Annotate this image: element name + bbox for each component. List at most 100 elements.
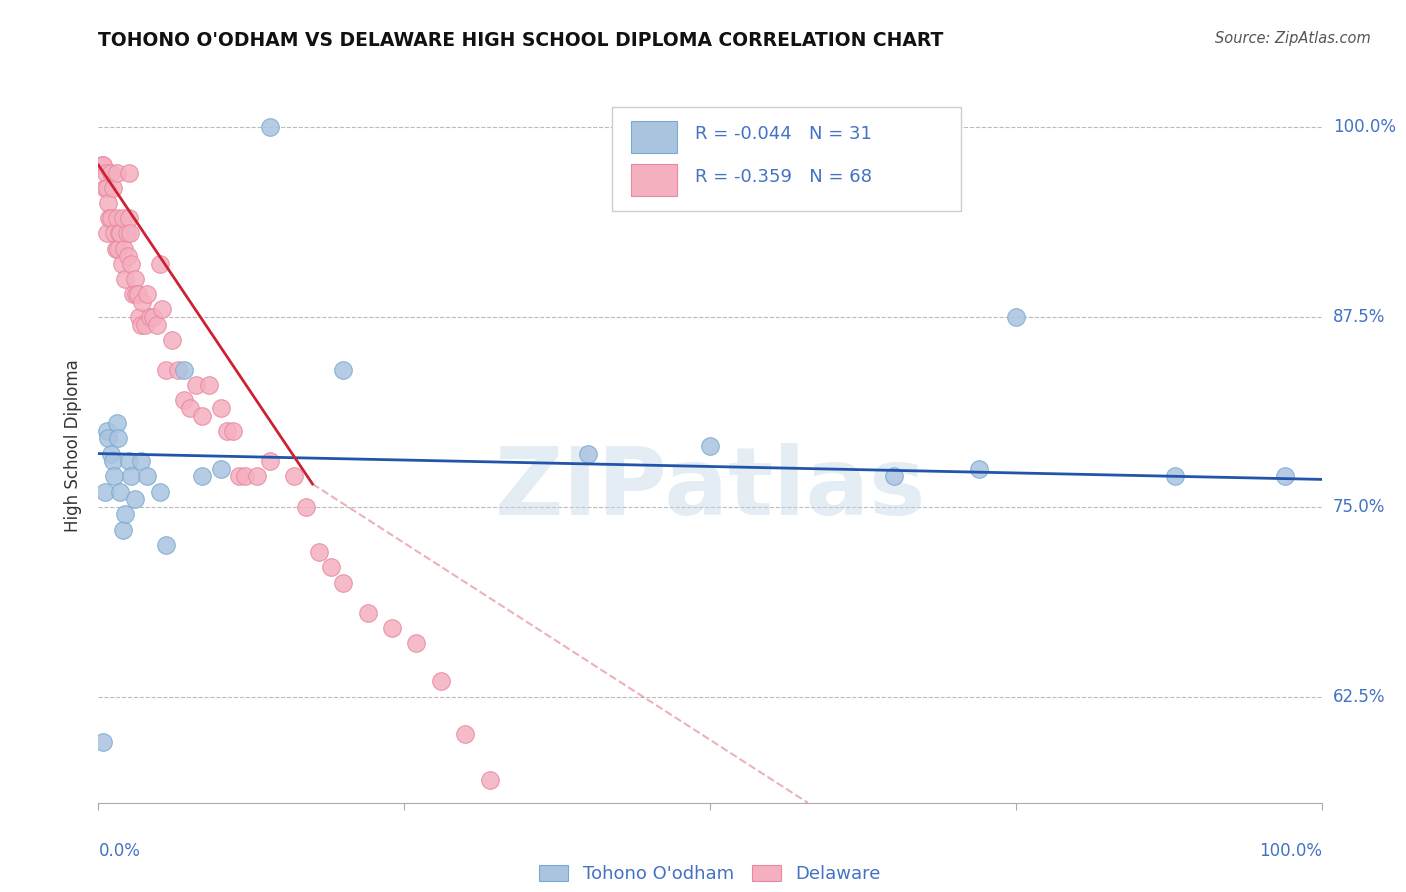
Point — [120, 227, 142, 241]
Point — [209, 462, 232, 476]
Point — [149, 257, 172, 271]
Point — [124, 272, 146, 286]
FancyBboxPatch shape — [630, 121, 678, 153]
Point — [136, 469, 159, 483]
Point — [111, 523, 134, 537]
Point — [115, 227, 138, 241]
Point — [104, 242, 127, 256]
Point — [699, 439, 721, 453]
Text: R = -0.359   N = 68: R = -0.359 N = 68 — [696, 168, 872, 186]
Point — [233, 469, 256, 483]
Point — [114, 508, 136, 522]
Text: 100.0%: 100.0% — [1333, 118, 1396, 136]
Point — [96, 227, 118, 241]
Point — [259, 454, 281, 468]
Point — [96, 181, 118, 195]
Point — [114, 272, 136, 286]
Point — [134, 318, 156, 332]
Point — [105, 166, 128, 180]
Text: R = -0.044   N = 31: R = -0.044 N = 31 — [696, 125, 872, 143]
Point — [146, 318, 169, 332]
Point — [228, 469, 250, 483]
Legend: Tohono O'odham, Delaware: Tohono O'odham, Delaware — [533, 857, 887, 890]
Point — [103, 227, 125, 241]
Y-axis label: High School Diploma: High School Diploma — [65, 359, 83, 533]
Point — [1274, 469, 1296, 483]
Point — [111, 257, 134, 271]
Text: 87.5%: 87.5% — [1333, 308, 1385, 326]
Point — [215, 424, 238, 438]
Text: 62.5%: 62.5% — [1333, 688, 1385, 706]
Point — [118, 454, 141, 468]
Point — [295, 500, 318, 514]
Point — [478, 772, 501, 787]
Point — [100, 211, 122, 226]
Point — [430, 674, 453, 689]
Point — [381, 621, 404, 635]
Point — [100, 447, 122, 461]
Point — [332, 575, 354, 590]
Point — [246, 469, 269, 483]
Point — [186, 378, 208, 392]
Point — [155, 363, 177, 377]
Point — [160, 333, 183, 347]
Point — [98, 211, 121, 226]
Point — [110, 227, 132, 241]
Text: Source: ZipAtlas.com: Source: ZipAtlas.com — [1215, 31, 1371, 46]
Point — [107, 242, 129, 256]
Point — [173, 363, 195, 377]
Point — [332, 363, 354, 377]
Point — [105, 416, 128, 430]
Point — [150, 302, 173, 317]
Point — [108, 227, 131, 241]
Point — [97, 431, 120, 445]
Point — [173, 393, 195, 408]
Point — [97, 196, 120, 211]
Point — [93, 181, 115, 195]
Point — [94, 166, 117, 180]
Point — [129, 454, 152, 468]
Point — [883, 469, 905, 483]
Point — [356, 606, 378, 620]
Point — [142, 310, 165, 324]
Text: 100.0%: 100.0% — [1258, 842, 1322, 860]
Point — [191, 469, 214, 483]
Point — [149, 484, 172, 499]
Point — [197, 378, 219, 392]
Point — [308, 545, 330, 559]
Point — [155, 538, 177, 552]
Point — [91, 158, 114, 172]
Point — [93, 484, 115, 499]
Point — [110, 484, 132, 499]
FancyBboxPatch shape — [612, 107, 960, 211]
Point — [107, 431, 129, 445]
Point — [101, 454, 124, 468]
Point — [405, 636, 427, 650]
Point — [319, 560, 342, 574]
Point — [259, 120, 281, 135]
Point — [209, 401, 232, 415]
Point — [124, 492, 146, 507]
Point — [1164, 469, 1187, 483]
Point — [129, 318, 152, 332]
Point — [112, 242, 135, 256]
Text: ZIPatlas: ZIPatlas — [495, 442, 925, 535]
Point — [131, 294, 153, 309]
Point — [967, 462, 990, 476]
Point — [222, 424, 245, 438]
Point — [120, 257, 142, 271]
Point — [105, 211, 128, 226]
Point — [120, 469, 142, 483]
Point — [167, 363, 190, 377]
Text: 0.0%: 0.0% — [98, 842, 141, 860]
Point — [91, 158, 114, 172]
Point — [96, 424, 118, 438]
Point — [100, 166, 122, 180]
Point — [121, 287, 143, 301]
Point — [179, 401, 201, 415]
FancyBboxPatch shape — [630, 164, 678, 196]
Point — [118, 166, 141, 180]
Point — [91, 735, 114, 749]
Point — [111, 211, 134, 226]
Point — [1004, 310, 1026, 324]
